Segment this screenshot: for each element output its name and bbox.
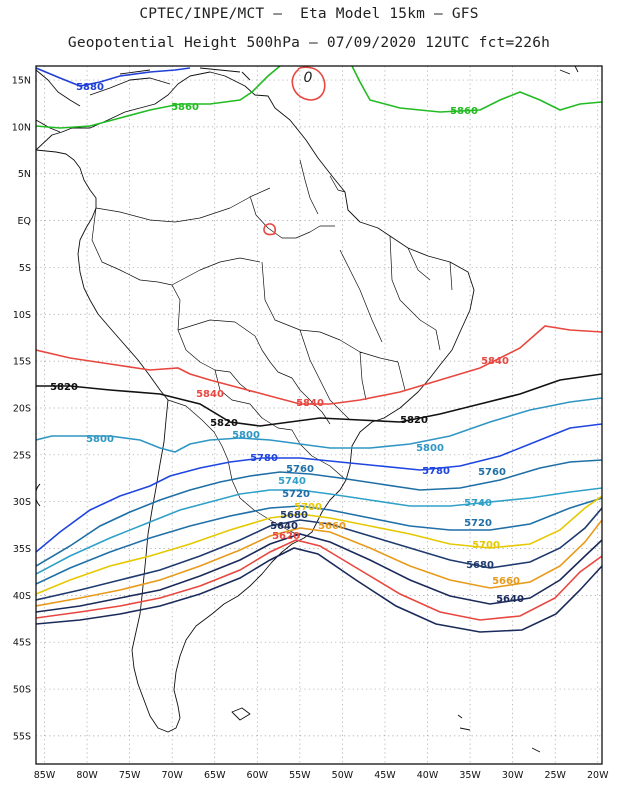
lon-tick-label: 45W	[374, 770, 396, 781]
lat-tick-label: 35S	[13, 544, 31, 555]
lon-tick-label: 75W	[119, 770, 141, 781]
lon-tick-label: 20W	[587, 770, 609, 781]
contour-5720	[36, 497, 602, 585]
contour-label: 5820	[400, 415, 428, 426]
contour-5700	[36, 495, 602, 595]
title-line-1: CPTEC/INPE/MCT – Eta Model 15km – GFS	[139, 6, 479, 22]
lon-tick-label: 55W	[289, 770, 311, 781]
contour-5880	[36, 67, 191, 87]
lon-tick-label: 85W	[34, 770, 56, 781]
contour-5640	[36, 533, 602, 613]
contour-labels: 5880 5860 5860 0 5840 5840 5840 5820 582…	[50, 70, 524, 605]
lon-tick-label: 80W	[76, 770, 98, 781]
contour-label: 5800	[232, 430, 260, 441]
contour-label: 5860	[171, 102, 199, 113]
lon-tick-label: 25W	[544, 770, 566, 781]
contour-5680	[36, 507, 602, 601]
contour-label: 5760	[286, 464, 314, 475]
contour-5800	[36, 397, 602, 453]
contour-label: 5820	[50, 382, 78, 393]
lat-tick-label: 55S	[13, 731, 31, 742]
lat-tick-label: 50S	[13, 685, 31, 696]
contour-label: 5700	[472, 540, 500, 551]
contour-label: 5780	[250, 453, 278, 464]
plot-frame	[35, 65, 603, 765]
contour-label: 5880	[76, 82, 104, 93]
contour-5820	[36, 373, 602, 427]
contour-label: 5700	[294, 502, 322, 513]
contour-5740	[36, 487, 602, 575]
contour-5840-ring	[291, 66, 326, 101]
contour-5840	[36, 325, 602, 405]
contour-5840-blob	[263, 223, 277, 236]
contour-label: 5660	[318, 521, 346, 532]
south-america-coastline	[36, 71, 475, 733]
lat-tick-label: 15S	[13, 357, 31, 368]
lat-tick-label: 5N	[18, 169, 31, 180]
falkland-islands	[231, 707, 251, 721]
lat-lon-grid	[36, 66, 602, 764]
lat-tick-label: 25S	[13, 450, 31, 461]
lat-tick-label: 5S	[19, 263, 31, 274]
contour-label: 0	[304, 70, 313, 86]
lat-tick-label: 40S	[13, 591, 31, 602]
lat-tick-label: 10N	[12, 122, 31, 133]
contour-label: 5840	[196, 389, 224, 400]
contour-label: 5840	[296, 398, 324, 409]
lat-tick-label: 20S	[13, 403, 31, 414]
contour-label: 5640	[270, 521, 298, 532]
country-borders	[91, 159, 453, 537]
lon-tick-label: 65W	[204, 770, 226, 781]
contour-5780	[36, 423, 602, 553]
contour-lines	[36, 66, 602, 633]
contour-label: 5740	[464, 498, 492, 509]
longitude-tick-labels: 85W 80W 75W 70W 65W 60W 55W 50W 45W 40W 35W 30W 25W 2…	[34, 770, 609, 781]
contour-5760	[36, 459, 602, 567]
lat-tick-label: 10S	[13, 310, 31, 321]
lon-tick-label: 50W	[332, 770, 354, 781]
lat-tick-label: 15N	[12, 76, 31, 87]
contour-5860-east	[351, 66, 602, 113]
title-line-2: Geopotential Height 500hPa – 07/09/2020 …	[67, 35, 551, 51]
contour-5660	[36, 519, 602, 607]
contour-label: 5760	[478, 467, 506, 478]
contour-label: 5740	[278, 476, 306, 487]
lon-tick-label: 30W	[502, 770, 524, 781]
contour-label: 5780	[422, 466, 450, 477]
contour-label: 5660	[492, 576, 520, 587]
southern-islands	[457, 714, 541, 753]
contour-5620	[36, 539, 602, 621]
contour-label: 5820	[210, 418, 238, 429]
coastline-and-borders	[36, 66, 579, 753]
contour-5600	[36, 547, 602, 633]
contour-label: 5620	[272, 531, 300, 542]
lon-tick-label: 40W	[417, 770, 439, 781]
central-america-coastline	[36, 69, 171, 133]
contour-label: 5800	[86, 434, 114, 445]
lat-tick-label: EQ	[18, 216, 31, 227]
contour-label: 5720	[464, 518, 492, 529]
contour-label: 5640	[496, 594, 524, 605]
contour-label: 5720	[282, 489, 310, 500]
latitude-tick-labels: 15N 10N 5N EQ 5S 10S 15S 20S 25S 30S 35S 40S 45S 50S 5…	[12, 76, 31, 743]
lon-tick-label: 70W	[161, 770, 183, 781]
caribbean-islands	[119, 66, 579, 81]
contour-left-edge	[36, 483, 41, 507]
lon-tick-label: 60W	[247, 770, 269, 781]
contour-label: 5680	[466, 560, 494, 571]
lon-tick-label: 35W	[459, 770, 481, 781]
lat-tick-label: 30S	[13, 497, 31, 508]
contour-label: 5860	[450, 106, 478, 117]
contour-label: 5680	[280, 510, 308, 521]
contour-label: 5840	[481, 356, 509, 367]
contour-5860-west	[36, 66, 281, 129]
contour-label: 5800	[416, 443, 444, 454]
lat-tick-label: 45S	[13, 638, 31, 649]
